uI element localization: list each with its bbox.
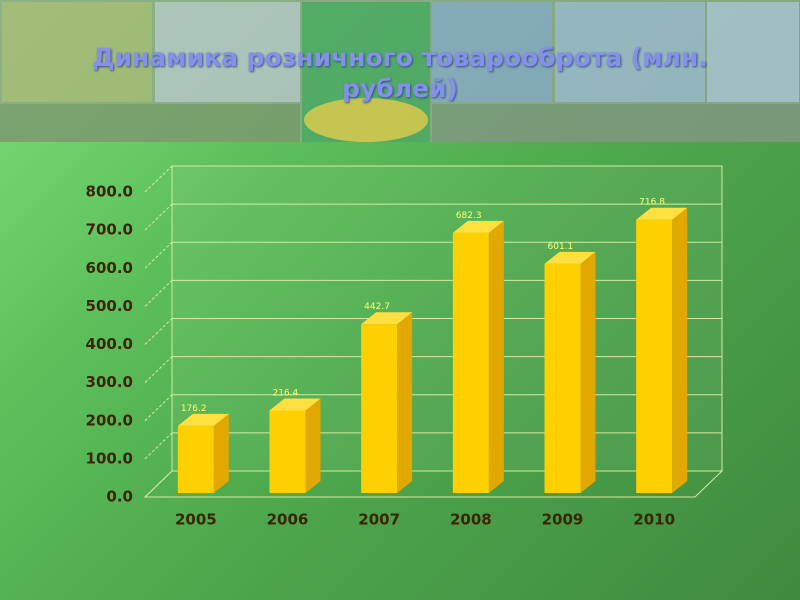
grid-line-side: [144, 394, 173, 422]
value-label: 682.3: [456, 211, 482, 221]
bar-side: [488, 220, 504, 494]
x-tick-label: 2005: [175, 511, 217, 529]
bar: [361, 324, 398, 493]
x-tick-label: 2010: [633, 511, 675, 529]
value-label: 176.2: [181, 404, 207, 414]
value-label: 716.8: [639, 198, 665, 208]
y-tick-label: 600.0: [86, 259, 133, 277]
bar-side: [213, 413, 229, 493]
y-tick-label: 700.0: [86, 221, 133, 239]
value-label: 216.4: [273, 388, 299, 398]
bar-top: [636, 207, 688, 220]
bar-side: [397, 312, 413, 493]
x-tick-label: 2006: [267, 511, 309, 529]
y-tick-label: 200.0: [86, 411, 133, 429]
bar-side: [305, 398, 321, 493]
bar-top: [544, 251, 596, 264]
y-tick-label: 800.0: [86, 183, 133, 201]
floor: [143, 470, 724, 498]
y-tick-label: 400.0: [86, 335, 133, 353]
grid-line-side: [144, 432, 173, 460]
bar: [452, 232, 489, 494]
x-tick-label: 2008: [450, 511, 492, 529]
photo-banner: [0, 0, 800, 142]
bar: [177, 425, 214, 493]
y-tick-label: 300.0: [86, 373, 133, 391]
x-tick-label: 2007: [358, 511, 400, 529]
grid-line-side: [144, 165, 173, 193]
y-tick-label: 0.0: [106, 488, 133, 506]
bar: [636, 219, 673, 493]
chart-title: Динамика розничного товарооброта (млн. р…: [92, 43, 708, 103]
bar-top: [361, 312, 413, 325]
grid-line-side: [144, 318, 173, 345]
grid-line-side: [144, 280, 173, 307]
grid-line-side: [144, 470, 173, 498]
grid-line-side: [144, 203, 173, 231]
grid-line-side: [144, 356, 173, 383]
y-tick-label: 500.0: [86, 297, 133, 315]
bar-top: [269, 398, 321, 411]
bar-side: [580, 251, 596, 493]
bar: [269, 410, 306, 493]
x-tick-label: 2009: [542, 511, 584, 529]
bar: [544, 263, 581, 493]
value-label: 442.7: [364, 302, 390, 312]
bar-side: [672, 207, 688, 493]
bar-top: [177, 413, 229, 426]
grid-line-side: [144, 241, 173, 269]
value-label: 601.1: [548, 242, 574, 252]
bar-top: [452, 220, 504, 233]
y-tick-label: 100.0: [86, 449, 133, 467]
